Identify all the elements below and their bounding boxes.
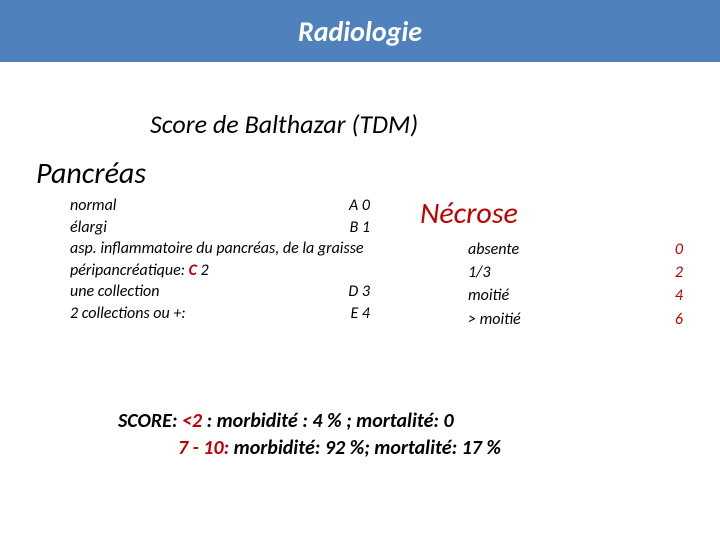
pancreas-row-label: 2 collections ou +: — [70, 303, 186, 325]
pancreas-row: 2 collections ou +: E 4 — [70, 303, 370, 325]
score-block: SCORE: <2 : morbidité : 4 % ; mortalité:… — [118, 408, 501, 462]
pancreas-wrap-letter: C — [189, 261, 197, 280]
pancreas-row-code: D 3 — [348, 281, 370, 303]
title-banner: Radiologie — [0, 0, 720, 62]
score-prefix: SCORE: — [118, 409, 182, 433]
necrose-row: absente 0 — [468, 238, 683, 261]
pancreas-row-code: E 4 — [350, 303, 370, 325]
necrose-row-value: 0 — [675, 238, 683, 261]
necrose-heading: Nécrose — [420, 195, 518, 232]
pancreas-wrap-prefix: asp. inflammatoire du pancréas, de la gr… — [70, 239, 364, 280]
score-line1-rest: : morbidité : 4 % ; mortalité: 0 — [202, 409, 454, 433]
score-line2-red: 7 - 10: — [178, 436, 229, 460]
necrose-row-value: 6 — [675, 308, 683, 331]
pancreas-wrap-suffix: 2 — [197, 261, 209, 280]
pancreas-row-label: une collection — [70, 281, 159, 303]
score-line2-rest: morbidité: 92 %; mortalité: 17 % — [229, 436, 501, 460]
necrose-row-label: 1/3 — [468, 261, 490, 284]
pancreas-row: normal A 0 — [70, 195, 370, 217]
necrose-block: absente 0 1/3 2 moitié 4 > moitié 6 — [468, 238, 683, 331]
necrose-row: moitié 4 — [468, 284, 683, 307]
necrose-row-label: moitié — [468, 284, 509, 307]
pancreas-row: élargi B 1 — [70, 217, 370, 239]
banner-title: Radiologie — [298, 14, 422, 49]
pancreas-row: une collection D 3 — [70, 281, 370, 303]
necrose-row-value: 2 — [675, 261, 683, 284]
necrose-row-label: absente — [468, 238, 519, 261]
pancreas-heading: Pancréas — [36, 155, 146, 192]
necrose-row: 1/3 2 — [468, 261, 683, 284]
pancreas-wrap-line: asp. inflammatoire du pancréas, de la gr… — [70, 238, 370, 281]
pancreas-row-label: normal — [70, 195, 116, 217]
score-line1-red: <2 — [182, 409, 202, 433]
necrose-row-label: > moitié — [468, 308, 521, 331]
necrose-row-value: 4 — [675, 284, 683, 307]
score-line-1: SCORE: <2 : morbidité : 4 % ; mortalité:… — [118, 408, 501, 435]
subtitle: Score de Balthazar (TDM) — [150, 108, 418, 140]
pancreas-block: normal A 0 élargi B 1 asp. inflammatoire… — [70, 195, 370, 325]
pancreas-row-code: B 1 — [350, 217, 370, 239]
pancreas-row-code: A 0 — [349, 195, 370, 217]
score-line-2: 7 - 10: morbidité: 92 %; mortalité: 17 % — [118, 435, 501, 462]
pancreas-row-label: élargi — [70, 217, 107, 239]
necrose-row: > moitié 6 — [468, 308, 683, 331]
